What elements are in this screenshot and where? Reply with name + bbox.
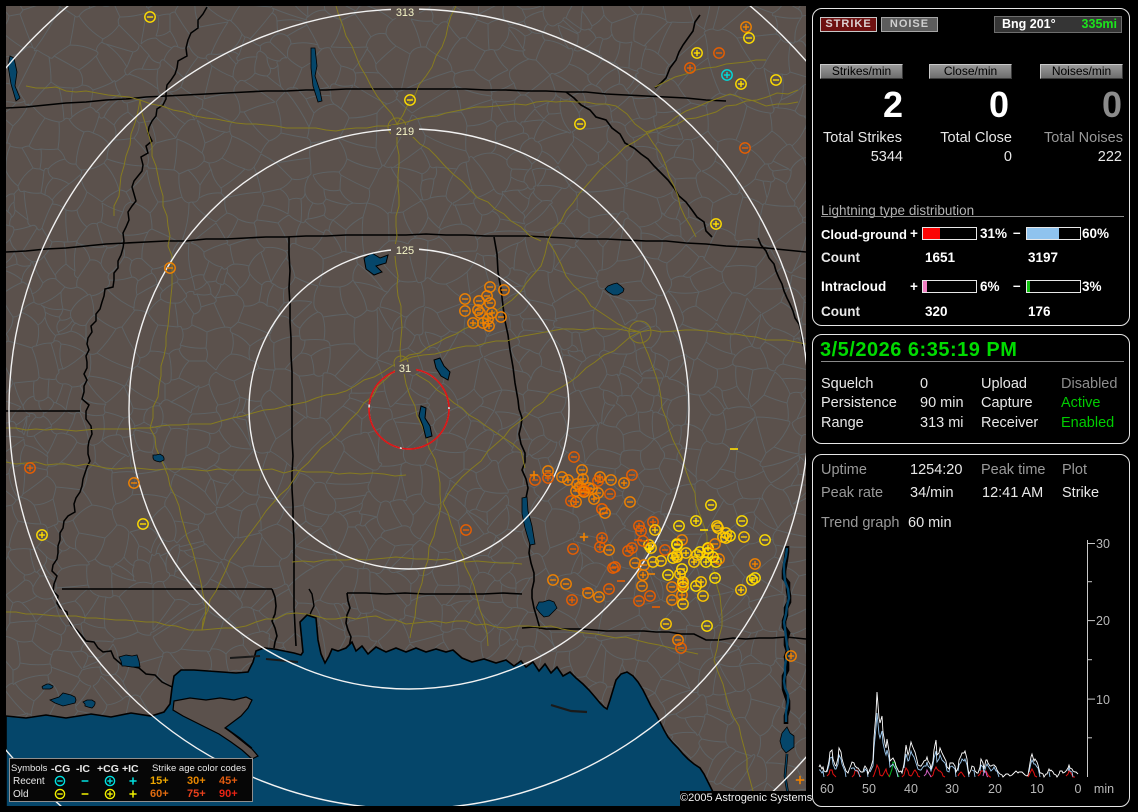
svg-text:10: 10	[1030, 782, 1044, 796]
svg-text:219: 219	[396, 126, 414, 138]
svg-text:10: 10	[1096, 693, 1110, 707]
svg-text:30: 30	[945, 782, 959, 796]
svg-text:min: min	[1094, 782, 1114, 796]
svg-text:20: 20	[1096, 614, 1110, 628]
svg-text:0: 0	[1075, 782, 1082, 796]
svg-text:313: 313	[396, 7, 414, 19]
svg-text:60: 60	[820, 782, 834, 796]
svg-text:50: 50	[862, 782, 876, 796]
svg-text:125: 125	[396, 245, 414, 257]
svg-text:30: 30	[1096, 537, 1110, 551]
svg-text:40: 40	[904, 782, 918, 796]
svg-text:20: 20	[988, 782, 1002, 796]
svg-text:31: 31	[399, 363, 411, 375]
